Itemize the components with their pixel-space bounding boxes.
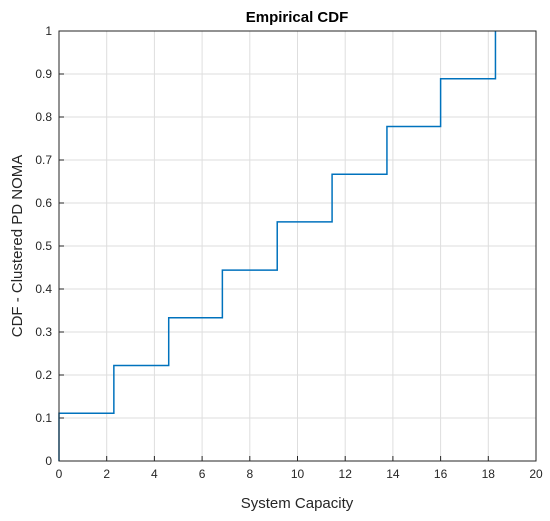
x-tick-label: 12 bbox=[339, 467, 353, 481]
y-tick-label: 0.5 bbox=[35, 239, 52, 253]
y-tick-label: 0.9 bbox=[35, 67, 52, 81]
x-tick-label: 16 bbox=[434, 467, 448, 481]
x-tick-label: 10 bbox=[291, 467, 305, 481]
y-tick-label: 1 bbox=[45, 24, 52, 38]
y-tick-label: 0.2 bbox=[35, 368, 52, 382]
y-tick-label: 0 bbox=[45, 454, 52, 468]
y-tick-label: 0.4 bbox=[35, 282, 52, 296]
x-tick-label: 2 bbox=[103, 467, 110, 481]
plot-frame bbox=[58, 30, 537, 462]
y-tick-label: 0.6 bbox=[35, 196, 52, 210]
x-tick-label: 18 bbox=[482, 467, 496, 481]
y-tick-label: 0.1 bbox=[35, 411, 52, 425]
y-tick-label: 0.8 bbox=[35, 110, 52, 124]
x-tick-label: 4 bbox=[151, 467, 158, 481]
x-tick-label: 0 bbox=[56, 467, 63, 481]
x-axis-ticks: 0 2 4 6 8 10 12 14 16 18 20 bbox=[56, 456, 543, 481]
x-tick-label: 14 bbox=[386, 467, 400, 481]
y-axis-ticks: 0 0.1 0.2 0.3 0.4 0.5 0.6 0.7 0.8 0.9 1 bbox=[35, 24, 64, 468]
x-tick-label: 6 bbox=[199, 467, 206, 481]
x-axis-label: System Capacity bbox=[241, 495, 354, 512]
cdf-step-line bbox=[58, 31, 497, 461]
x-tick-label: 20 bbox=[529, 467, 543, 481]
y-axis-label: CDF - Clustered PD NOMA bbox=[9, 155, 26, 338]
y-tick-label: 0.7 bbox=[35, 153, 52, 167]
y-tick-label: 0.3 bbox=[35, 325, 52, 339]
chart-title: Empirical CDF bbox=[246, 9, 349, 26]
x-tick-label: 8 bbox=[246, 467, 253, 481]
